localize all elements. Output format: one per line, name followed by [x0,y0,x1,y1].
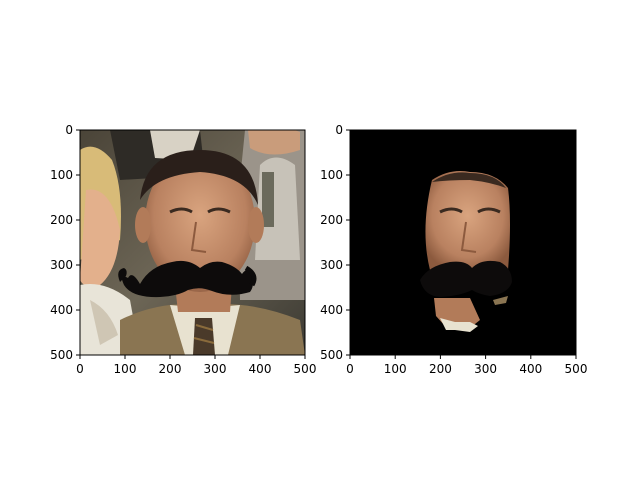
left-xtick-label: 0 [76,362,84,376]
left-xtick-label: 500 [294,362,317,376]
right-xtick-label: 300 [474,362,497,376]
left-axes-frame [79,129,306,356]
right-ytick-label: 0 [335,123,343,137]
right-xtick-label: 400 [519,362,542,376]
right-ytick-label: 500 [320,348,343,362]
right-ytick-label: 400 [320,303,343,317]
left-xtick-label: 200 [159,362,182,376]
right-photo [350,130,576,355]
right-xtick-label: 0 [346,362,354,376]
right-ytick-label: 100 [320,168,343,182]
left-ytick-label: 100 [50,168,73,182]
right-xtick-label: 100 [384,362,407,376]
left-ytick-label: 200 [50,213,73,227]
left-ytick-label: 300 [50,258,73,272]
left-xtick-label: 400 [249,362,272,376]
left-xtick-label: 100 [114,362,137,376]
right-axes-frame [349,129,577,356]
right-ytick-label: 200 [320,213,343,227]
right-xtick-label: 200 [429,362,452,376]
left-xtick-label: 300 [204,362,227,376]
right-xtick-label: 500 [565,362,588,376]
left-ytick-label: 400 [50,303,73,317]
left-photo [80,130,305,355]
mustache-shape [121,260,253,298]
left-ytick-label: 0 [65,123,73,137]
right-ytick-label: 300 [320,258,343,272]
left-ytick-label: 500 [50,348,73,362]
